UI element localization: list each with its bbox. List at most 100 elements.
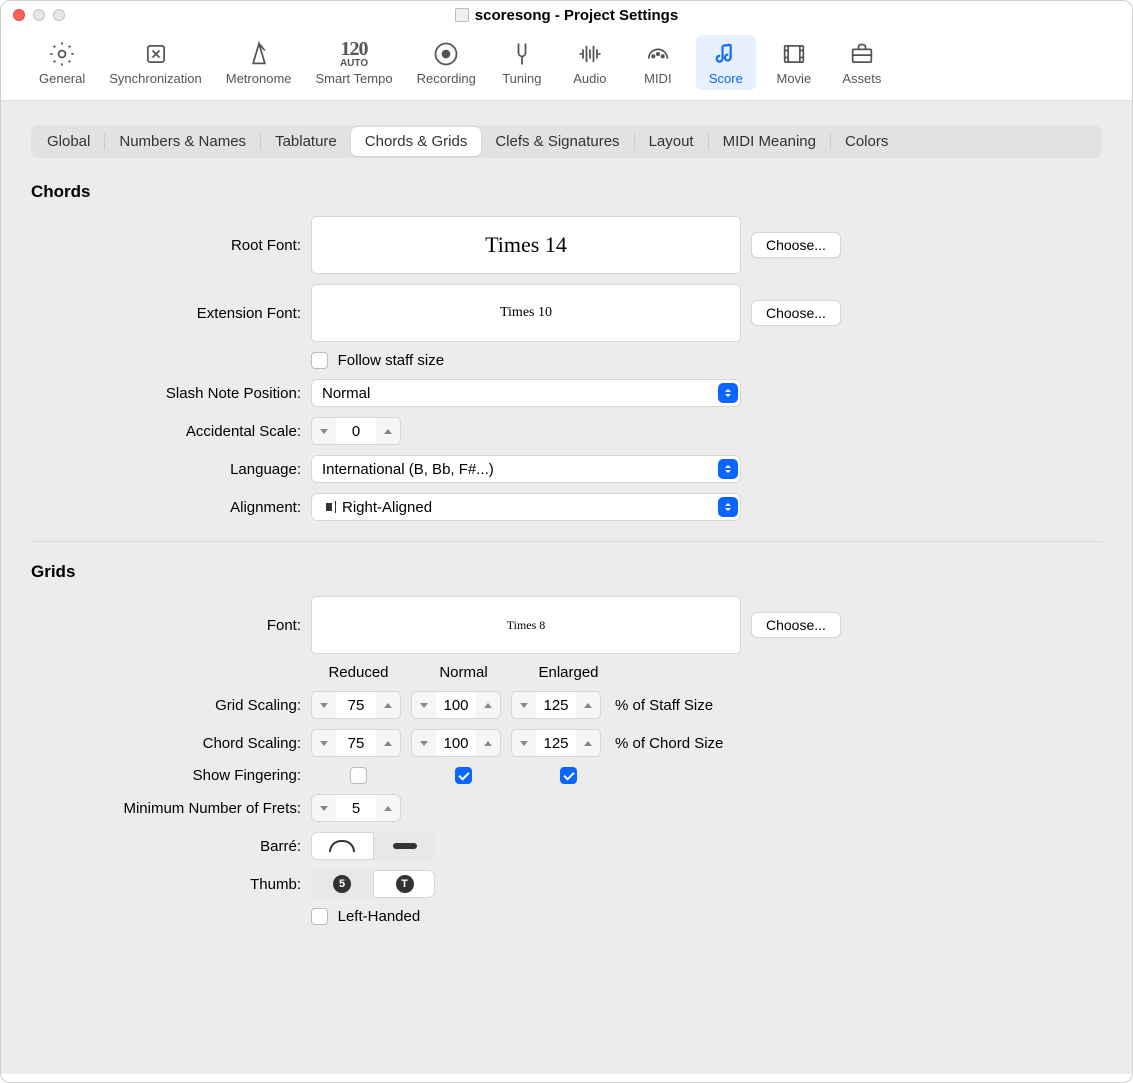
stepper-up-icon[interactable] <box>376 418 400 444</box>
toolbar-smart-tempo[interactable]: 120 AUTO Smart Tempo <box>308 35 401 90</box>
alignment-select[interactable]: Right-Aligned <box>311 493 741 521</box>
thumb-segmented-control[interactable]: 5 T <box>311 870 435 898</box>
language-select[interactable]: International (B, Bb, F#...) <box>311 455 741 483</box>
maximize-button[interactable] <box>53 9 65 21</box>
alignment-label: Alignment: <box>31 499 311 516</box>
left-handed-checkbox[interactable] <box>311 908 328 925</box>
thumb-label: Thumb: <box>31 876 311 893</box>
align-right-icon <box>322 501 336 513</box>
extension-font-label: Extension Font: <box>31 305 311 322</box>
gear-icon <box>48 39 76 69</box>
toolbar-tuning[interactable]: Tuning <box>492 35 552 90</box>
section-chords-heading: Chords <box>31 182 1102 202</box>
toolbar-recording[interactable]: Recording <box>409 35 484 90</box>
minimize-button[interactable] <box>33 9 45 21</box>
slash-position-select[interactable]: Normal <box>311 379 741 407</box>
close-button[interactable] <box>13 9 25 21</box>
chord-scaling-reduced-stepper[interactable]: 75 <box>311 729 401 757</box>
follow-staff-label: Follow staff size <box>338 352 444 369</box>
root-font-preview[interactable]: Times 14 <box>311 216 741 274</box>
extension-font-choose-button[interactable]: Choose... <box>751 300 841 326</box>
subtabs: Global Numbers & Names Tablature Chords … <box>31 125 1102 158</box>
movie-icon <box>780 39 808 69</box>
barre-arc-option[interactable] <box>311 832 373 860</box>
thumb-t-option[interactable]: T <box>373 870 435 898</box>
document-icon <box>455 8 469 22</box>
grid-scaling-suffix: % of Staff Size <box>615 697 713 714</box>
toolbar-label: Assets <box>842 71 881 86</box>
chord-scaling-suffix: % of Chord Size <box>615 735 723 752</box>
thumb-5-option[interactable]: 5 <box>311 870 373 898</box>
barre-label: Barré: <box>31 838 311 855</box>
tab-clefs-signatures[interactable]: Clefs & Signatures <box>481 127 633 156</box>
dropdown-caret-icon <box>718 459 738 479</box>
dropdown-caret-icon <box>718 497 738 517</box>
metronome-icon <box>245 39 273 69</box>
traffic-lights <box>13 9 65 21</box>
sync-icon <box>142 39 170 69</box>
tab-tablature[interactable]: Tablature <box>261 127 351 156</box>
barre-bar-icon <box>393 843 417 849</box>
score-icon <box>712 39 740 69</box>
grids-font-choose-button[interactable]: Choose... <box>751 612 841 638</box>
section-divider <box>31 541 1102 542</box>
toolbar-audio[interactable]: Audio <box>560 35 620 90</box>
content-area: Global Numbers & Names Tablature Chords … <box>1 101 1132 1074</box>
extension-font-preview[interactable]: Times 10 <box>311 284 741 342</box>
tab-numbers-names[interactable]: Numbers & Names <box>105 127 260 156</box>
barre-bar-option[interactable] <box>373 832 435 860</box>
window-title-text: scoresong - Project Settings <box>475 7 678 24</box>
grid-scaling-normal-stepper[interactable]: 100 <box>411 691 501 719</box>
toolbar-label: Tuning <box>502 71 541 86</box>
grid-scaling-label: Grid Scaling: <box>31 697 311 714</box>
show-fingering-reduced-checkbox[interactable] <box>350 767 367 784</box>
chord-scaling-label: Chord Scaling: <box>31 735 311 752</box>
tab-chords-grids[interactable]: Chords & Grids <box>351 127 482 156</box>
titlebar: scoresong - Project Settings <box>1 1 1132 29</box>
chord-scaling-normal-stepper[interactable]: 100 <box>411 729 501 757</box>
toolbar-label: Metronome <box>226 71 292 86</box>
main-toolbar: General Synchronization Metronome 120 AU… <box>1 29 1132 101</box>
barre-segmented-control[interactable] <box>311 832 435 860</box>
show-fingering-label: Show Fingering: <box>31 767 311 784</box>
accidental-scale-label: Accidental Scale: <box>31 423 311 440</box>
waveform-icon <box>576 39 604 69</box>
toolbar-label: Movie <box>777 71 812 86</box>
grid-scaling-enlarged-stepper[interactable]: 125 <box>511 691 601 719</box>
min-frets-label: Minimum Number of Frets: <box>31 800 311 817</box>
tab-colors[interactable]: Colors <box>831 127 902 156</box>
window-title: scoresong - Project Settings <box>455 7 678 24</box>
stepper-down-icon[interactable] <box>312 418 336 444</box>
barre-arc-icon <box>329 840 355 852</box>
follow-staff-checkbox[interactable] <box>311 352 328 369</box>
toolbar-movie[interactable]: Movie <box>764 35 824 90</box>
accidental-scale-stepper[interactable]: 0 <box>311 417 401 445</box>
record-icon <box>432 39 460 69</box>
left-handed-label: Left-Handed <box>338 908 421 925</box>
toolbar-general[interactable]: General <box>31 35 93 90</box>
settings-window: scoresong - Project Settings General Syn… <box>0 0 1133 1083</box>
toolbar-label: Audio <box>573 71 606 86</box>
tab-layout[interactable]: Layout <box>635 127 708 156</box>
min-frets-stepper[interactable]: 5 <box>311 794 401 822</box>
root-font-choose-button[interactable]: Choose... <box>751 232 841 258</box>
toolbar-label: Synchronization <box>109 71 202 86</box>
show-fingering-enlarged-checkbox[interactable] <box>560 767 577 784</box>
toolbar-metronome[interactable]: Metronome <box>218 35 300 90</box>
grid-scaling-reduced-stepper[interactable]: 75 <box>311 691 401 719</box>
grids-form: Font: Times 8 Choose... Reduced Normal E… <box>31 596 1102 925</box>
toolbar-synchronization[interactable]: Synchronization <box>101 35 210 90</box>
tab-midi-meaning[interactable]: MIDI Meaning <box>709 127 830 156</box>
briefcase-icon <box>848 39 876 69</box>
toolbar-label: Score <box>709 71 743 86</box>
tab-global[interactable]: Global <box>33 127 104 156</box>
toolbar-assets[interactable]: Assets <box>832 35 892 90</box>
section-grids-heading: Grids <box>31 562 1102 582</box>
root-font-label: Root Font: <box>31 237 311 254</box>
toolbar-midi[interactable]: MIDI <box>628 35 688 90</box>
toolbar-score[interactable]: Score <box>696 35 756 90</box>
show-fingering-normal-checkbox[interactable] <box>455 767 472 784</box>
chord-scaling-enlarged-stepper[interactable]: 125 <box>511 729 601 757</box>
toolbar-label: Recording <box>417 71 476 86</box>
grids-font-preview[interactable]: Times 8 <box>311 596 741 654</box>
